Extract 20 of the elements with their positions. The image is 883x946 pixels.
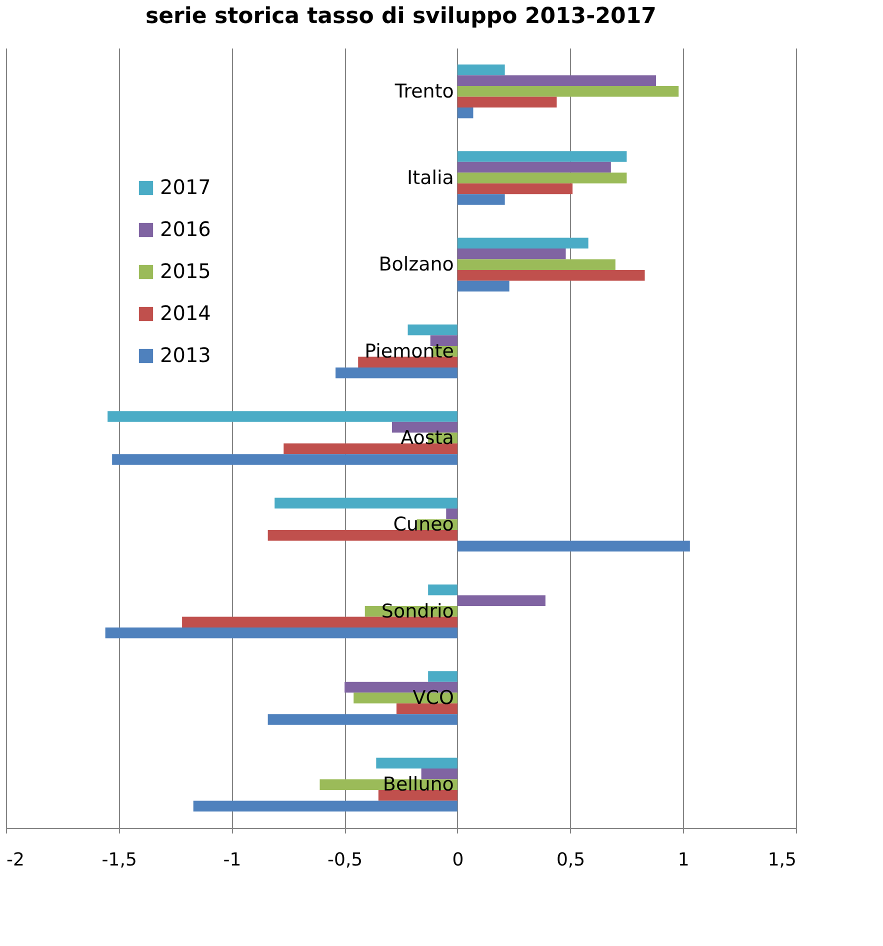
y-tick-label: Bolzano <box>378 254 454 276</box>
legend-label: 2013 <box>160 343 211 367</box>
x-tick-label: 0 <box>452 850 464 870</box>
y-tick-label: Sondrio <box>381 600 454 622</box>
x-tick-label: -1,5 <box>102 850 137 870</box>
x-tick-label: -0,5 <box>328 850 363 870</box>
y-tick-label: Belluno <box>382 774 454 796</box>
x-tick-label: -2 <box>6 850 24 870</box>
y-tick-label: Italia <box>407 167 454 189</box>
chart-title: serie storica tasso di sviluppo 2013-2017 <box>146 4 656 29</box>
x-tick-label: 1,5 <box>768 850 796 870</box>
y-tick-label: VCO <box>412 687 454 709</box>
x-tick-label: -1 <box>223 850 242 870</box>
legend-label: 2014 <box>160 301 211 325</box>
legend-label: 2017 <box>160 175 211 199</box>
y-tick-label: Trento <box>394 80 454 102</box>
x-tick-label: 0,5 <box>556 850 586 870</box>
x-tick-label: 1 <box>678 850 690 870</box>
legend-label: 2016 <box>160 217 211 241</box>
legend-label: 2015 <box>160 259 211 283</box>
